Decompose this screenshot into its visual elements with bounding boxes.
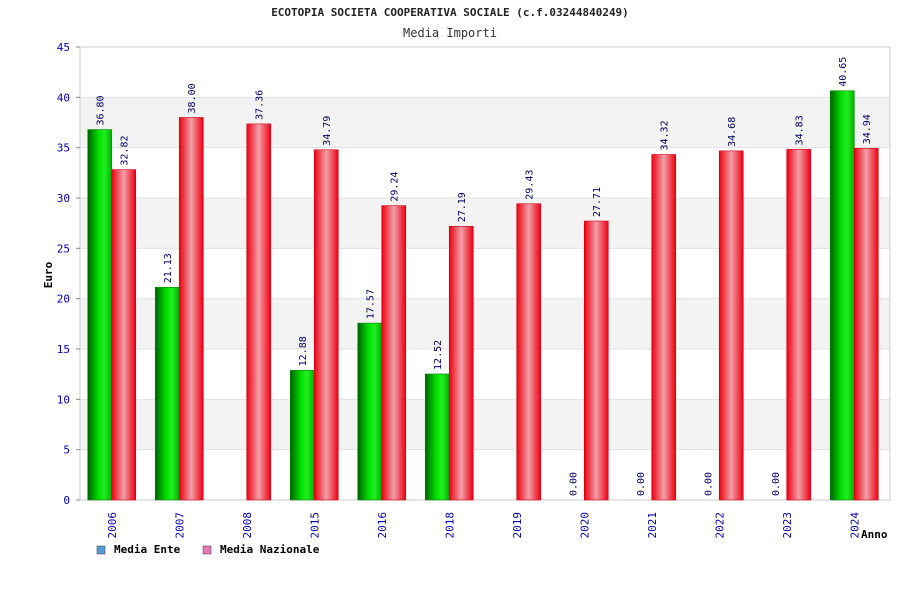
data-label: 0.00 <box>771 472 782 496</box>
bar-media-nazionale <box>381 205 407 501</box>
data-label: 0.00 <box>703 472 714 496</box>
x-tick-label: 2023 <box>781 512 794 539</box>
plot-background <box>79 46 891 501</box>
y-tick-label: 5 <box>63 444 70 457</box>
grid-band <box>80 97 890 148</box>
grid-band <box>80 298 890 349</box>
x-tick-label: 2015 <box>308 512 321 539</box>
bar-media-nazionale <box>583 220 609 501</box>
bar-media-nazionale <box>178 117 204 501</box>
data-label: 0.00 <box>568 472 579 496</box>
y-axis-title: Euro <box>42 261 55 288</box>
chart-title: ECOTOPIA SOCIETA COOPERATIVA SOCIALE (c.… <box>271 6 629 19</box>
y-tick-label: 10 <box>57 393 70 406</box>
y-tick-label: 25 <box>57 242 70 255</box>
data-label: 38.00 <box>187 83 198 113</box>
data-label: 27.71 <box>592 187 603 217</box>
x-tick-label: 2020 <box>578 512 591 539</box>
bar-media-ente <box>424 373 450 501</box>
x-tick-label: 2008 <box>241 512 254 539</box>
data-label: 0.00 <box>636 472 647 496</box>
legend: Media Ente Media Nazionale <box>96 543 320 556</box>
data-label: 12.88 <box>298 336 309 366</box>
data-label: 34.83 <box>795 115 806 145</box>
y-tick-label: 0 <box>63 494 70 507</box>
bar-media-nazionale <box>246 123 272 501</box>
y-axis: 0 5 10 15 20 25 30 35 40 45 <box>57 41 80 507</box>
data-label: 36.80 <box>96 95 107 125</box>
x-tick-label: 2024 <box>848 512 861 539</box>
data-label: 37.36 <box>255 90 266 120</box>
x-tick-label: 2018 <box>443 512 456 539</box>
grid-band <box>80 399 890 450</box>
data-label: 27.19 <box>457 192 468 222</box>
legend-label-media-nazionale: Media Nazionale <box>220 543 320 556</box>
grid-band <box>80 47 890 98</box>
y-tick-label: 20 <box>57 293 70 306</box>
bar-media-ente <box>154 286 180 501</box>
x-tick-label: 2021 <box>646 512 659 539</box>
bar-series <box>87 90 879 501</box>
grid-band <box>80 198 890 249</box>
x-tick-label: 2016 <box>376 512 389 539</box>
bar-media-nazionale <box>516 203 542 501</box>
legend-label-media-ente: Media Ente <box>114 543 181 556</box>
legend-swatch-media-ente <box>96 545 106 555</box>
grid-band <box>80 248 890 299</box>
bar-media-nazionale <box>448 225 474 501</box>
bar-media-nazionale <box>111 169 137 501</box>
x-tick-label: 2006 <box>106 512 119 539</box>
data-label: 34.79 <box>322 116 333 146</box>
data-label: 40.65 <box>838 57 849 87</box>
x-axis-title: Anno <box>861 528 888 541</box>
y-tick-label: 30 <box>57 192 70 205</box>
bar-media-nazionale <box>718 150 744 501</box>
x-axis: 2006 2007 2008 2015 2016 2018 2019 2020 2021 2022… <box>106 512 862 539</box>
bar-media-nazionale <box>786 149 812 501</box>
data-label: 21.13 <box>163 253 174 283</box>
y-tick-label: 40 <box>57 91 70 104</box>
x-tick-label: 2019 <box>511 512 524 539</box>
bar-media-nazionale <box>313 149 339 501</box>
data-label: 34.68 <box>727 117 738 147</box>
y-tick-label: 15 <box>57 343 70 356</box>
data-label: 17.57 <box>366 289 377 319</box>
bar-media-ente <box>829 90 855 501</box>
data-label: 29.24 <box>390 172 401 202</box>
legend-swatch-media-nazionale <box>202 545 212 555</box>
y-tick-label: 35 <box>57 142 70 155</box>
data-labels: 36.80 32.82 21.13 38.00 37.36 12.88 34.79 17.57… <box>96 57 874 496</box>
data-label: 34.94 <box>862 114 873 144</box>
grid-band <box>80 449 890 500</box>
data-label: 34.32 <box>660 120 671 150</box>
x-tick-label: 2022 <box>713 512 726 539</box>
data-label: 29.43 <box>525 170 536 200</box>
bar-media-nazionale <box>853 147 879 501</box>
bar-media-nazionale <box>651 154 677 501</box>
x-tick-label: 2007 <box>173 512 186 539</box>
bar-media-ente <box>289 370 315 501</box>
grid-band <box>80 349 890 400</box>
plot-frame <box>79 46 891 501</box>
data-label: 12.52 <box>433 340 444 370</box>
bar-media-ente <box>87 129 113 501</box>
grid-band <box>80 147 890 198</box>
bar-media-ente <box>357 322 383 501</box>
data-label: 32.82 <box>120 136 131 166</box>
y-tick-label: 45 <box>57 41 70 54</box>
chart-subtitle: Media Importi <box>403 26 497 40</box>
